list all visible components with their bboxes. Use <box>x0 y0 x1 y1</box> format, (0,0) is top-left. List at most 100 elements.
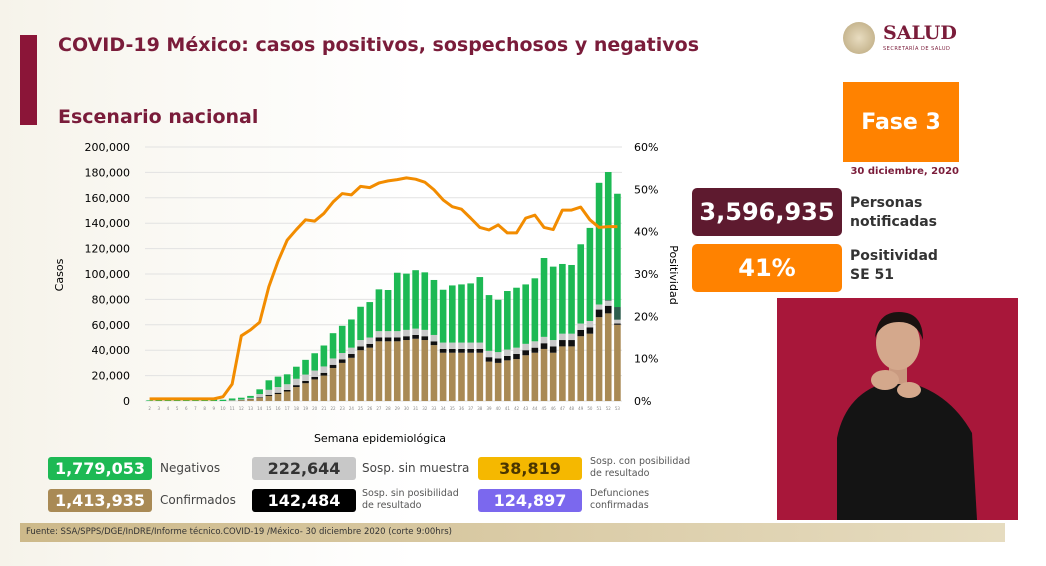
bar-negativos <box>494 299 502 353</box>
bar-sosp_sin_posibilidad <box>467 348 474 353</box>
x-tick-label: 41 <box>505 406 511 411</box>
bar-sosp_sin_posibilidad <box>448 348 456 353</box>
x-tick-label: 6 <box>185 406 188 411</box>
x-tick-label: 4 <box>167 406 170 411</box>
bar-negativos <box>274 376 282 388</box>
y-tick-label: 60,000 <box>92 319 131 332</box>
bar-confirmados <box>531 352 539 401</box>
label-line: SE 51 <box>850 267 895 283</box>
bar-sosp_sin_muestra <box>329 358 337 365</box>
x-tick-label: 28 <box>386 406 392 411</box>
bar-negativos <box>568 264 575 334</box>
y2-tick-label: 0% <box>634 395 651 408</box>
bar-confirmados <box>476 352 484 401</box>
bar-negativos <box>293 366 300 379</box>
bar-confirmados <box>393 341 401 401</box>
bar-sosp_sin_posibilidad <box>421 336 429 341</box>
label-line: notificadas <box>850 214 938 230</box>
bar-negativos <box>311 353 319 371</box>
y-tick-label: 100,000 <box>85 268 131 281</box>
x-tick-label: 3 <box>157 406 160 411</box>
bar-negativos <box>366 302 374 338</box>
y2-tick-label: 40% <box>634 226 658 239</box>
x-axis-label: Semana epidemiológica <box>314 432 446 445</box>
bar-negativos <box>559 263 566 334</box>
legend-defunciones-value: 124,897 <box>478 489 582 512</box>
bar-negativos <box>384 290 392 332</box>
bar-confirmados <box>494 362 502 401</box>
bar-negativos <box>595 182 603 305</box>
x-tick-label: 19 <box>303 406 309 411</box>
x-tick-label: 50 <box>587 406 593 411</box>
bar-sosp_sin_posibilidad <box>531 347 539 353</box>
bar-confirmados <box>513 359 520 401</box>
x-tick-label: 20 <box>312 406 318 411</box>
bar-sosp_sin_posibilidad <box>485 357 493 362</box>
y-tick-label: 160,000 <box>85 192 131 205</box>
bar-sosp_sin_muestra <box>366 337 374 344</box>
x-tick-label: 35 <box>450 406 456 411</box>
bar-negativos <box>476 277 484 343</box>
label-line: Sosp. con posibilidad <box>590 456 691 467</box>
x-tick-label: 18 <box>294 406 300 411</box>
bar-sosp_sin_posibilidad <box>283 389 291 392</box>
bar-negativos <box>320 345 328 367</box>
x-tick-label: 38 <box>477 406 483 411</box>
x-tick-label: 52 <box>606 406 612 411</box>
x-tick-label: 49 <box>578 406 584 411</box>
bar-sosp_sin_posibilidad <box>577 329 585 337</box>
x-tick-label: 53 <box>615 406 621 411</box>
page-subtitle: Escenario nacional <box>58 106 259 128</box>
bar-sosp_sin_muestra <box>568 333 575 341</box>
x-tick-label: 39 <box>486 406 492 411</box>
notified-persons-value: 3,596,935 <box>692 188 842 236</box>
bar-confirmados <box>311 379 319 401</box>
label-line: Personas <box>850 195 923 211</box>
bar-confirmados <box>348 357 355 401</box>
label-line: confirmadas <box>590 500 649 511</box>
label-line: Defunciones <box>590 488 650 499</box>
title-accent-bar <box>20 35 37 125</box>
bar-sosp_sin_posibilidad <box>393 337 401 342</box>
x-tick-label: 48 <box>569 406 575 411</box>
bar-sosp_sin_muestra <box>540 336 548 344</box>
bar-sosp_sin_posibilidad <box>384 337 392 342</box>
page-title: COVID-19 México: casos positivos, sospec… <box>58 34 699 56</box>
y-tick-label: 200,000 <box>85 141 131 154</box>
bar-sosp_sin_posibilidad <box>329 364 337 368</box>
bar-sosp_sin_muestra <box>238 399 245 401</box>
bar-negativos <box>357 306 364 341</box>
x-tick-label: 8 <box>203 406 206 411</box>
bar-negativos <box>348 319 355 348</box>
bar-sosp_sin_muestra <box>348 347 355 355</box>
legend-con-posibilidad-value: 38,819 <box>478 457 582 480</box>
bar-sosp_sin_muestra <box>412 328 419 335</box>
bar-sosp_sin_muestra <box>458 342 465 349</box>
x-tick-label: 51 <box>597 406 603 411</box>
y2-tick-label: 10% <box>634 353 658 366</box>
bar-confirmados <box>577 336 585 401</box>
x-tick-label: 15 <box>266 406 272 411</box>
bar-sosp_sin_posibilidad <box>586 327 594 334</box>
x-tick-label: 43 <box>523 406 529 411</box>
y2-tick-label: 50% <box>634 183 658 196</box>
bar-negativos <box>439 289 447 343</box>
y2-tick-label: 60% <box>634 141 658 154</box>
label-line: Sosp. sin posibilidad <box>362 488 459 499</box>
bar-sosp_sin_posibilidad <box>604 305 612 314</box>
bar-negativos <box>256 389 263 395</box>
bar-sosp_sin_posibilidad <box>412 334 419 339</box>
legend-defunciones-label: Defunciones confirmadas <box>590 488 649 512</box>
interpreter-figure <box>837 312 977 520</box>
x-tick-label: 32 <box>422 406 428 411</box>
legend-sin-posibilidad-value: 142,484 <box>252 489 356 512</box>
bar-sosp_sin_posibilidad <box>357 346 364 351</box>
bar-negativos <box>375 289 383 332</box>
y-tick-label: 140,000 <box>85 217 131 230</box>
bar-sosp_sin_posibilidad <box>476 348 484 353</box>
bar-sosp_sin_posibilidad <box>430 341 438 346</box>
positivity-line <box>149 176 618 401</box>
national-seal-icon <box>843 22 875 54</box>
x-tick-label: 12 <box>239 406 245 411</box>
label-line: de resultado <box>590 468 650 479</box>
